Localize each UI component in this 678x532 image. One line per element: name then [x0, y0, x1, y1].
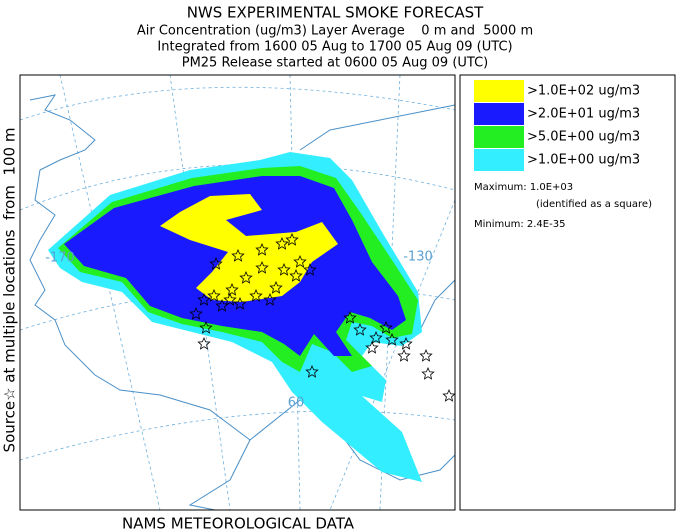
- map-label: 60: [288, 396, 305, 411]
- source-star: [305, 364, 319, 378]
- legend-swatch: [474, 149, 524, 171]
- plume-level-4: [160, 194, 338, 302]
- source-star: [223, 292, 237, 306]
- map-label: -130: [403, 250, 433, 265]
- source-star: [365, 340, 379, 354]
- source-star: [289, 268, 303, 282]
- source-star: [189, 306, 203, 320]
- legend-swatch: [474, 80, 524, 102]
- source-star: [385, 332, 399, 346]
- legend-swatch: [474, 103, 524, 125]
- legend-label: >5.0E+00 ug/m3: [527, 130, 640, 145]
- source-star: [255, 242, 269, 256]
- title: NWS EXPERIMENTAL SMOKE FORECAST: [187, 4, 484, 22]
- source-star: [255, 260, 269, 274]
- minimum: Minimum: 2.4E-35: [474, 219, 565, 230]
- source-star: [197, 292, 211, 306]
- subtitle: Air Concentration (ug/m3) Layer Average …: [137, 24, 533, 39]
- coastline: [29, 94, 455, 510]
- source-star: [231, 248, 245, 262]
- source-star: [419, 348, 433, 362]
- source-star: [293, 254, 307, 268]
- legend: >1.0E+02 ug/m3 >2.0E+01 ug/m3 >5.0E+00 ug/…: [459, 74, 676, 511]
- source-star: [263, 292, 277, 306]
- legend-label: >1.0E+02 ug/m3: [527, 84, 640, 99]
- source-star: [353, 322, 367, 336]
- subtitle: PM25 Release started at 0600 05 Aug 09 (…: [182, 56, 489, 71]
- footer: NAMS METEOROLOGICAL DATA: [122, 515, 355, 532]
- side-label: Source☆ at multiple locations from 100 m: [1, 128, 19, 453]
- legend-swatch: [474, 126, 524, 148]
- source-star: [275, 236, 289, 250]
- map-frame: [19, 74, 456, 511]
- subtitle: Integrated from 1600 05 Aug to 1700 05 A…: [157, 40, 512, 55]
- maximum-note: (identified as a square): [536, 199, 652, 210]
- source-star: [269, 280, 283, 294]
- source-star: [442, 388, 456, 402]
- map: -170 -130 60: [19, 74, 456, 511]
- source-star: [397, 348, 411, 362]
- source-star: [209, 256, 223, 270]
- source-star: [199, 320, 213, 334]
- source-star: [239, 270, 253, 284]
- legend-label: >1.0E+00 ug/m3: [527, 153, 640, 168]
- source-star: [369, 330, 383, 344]
- source-star: [225, 282, 239, 296]
- source-star: [343, 310, 357, 324]
- source-star: [399, 336, 413, 350]
- source-star: [421, 366, 435, 380]
- source-star: [379, 320, 393, 334]
- source-star: [233, 296, 247, 310]
- source-star: [277, 262, 291, 276]
- source-star: [285, 232, 299, 246]
- legend-label: >2.0E+01 ug/m3: [527, 107, 640, 122]
- source-star: [197, 336, 211, 350]
- maximum: Maximum: 1.0E+03: [474, 182, 573, 193]
- source-markers: [189, 232, 456, 402]
- map-label: -170: [45, 251, 75, 266]
- source-star: [207, 288, 221, 302]
- legend-items: >1.0E+02 ug/m3 >2.0E+01 ug/m3 >5.0E+00 ug/…: [474, 80, 640, 171]
- source-star: [303, 262, 317, 276]
- source-star: [249, 288, 263, 302]
